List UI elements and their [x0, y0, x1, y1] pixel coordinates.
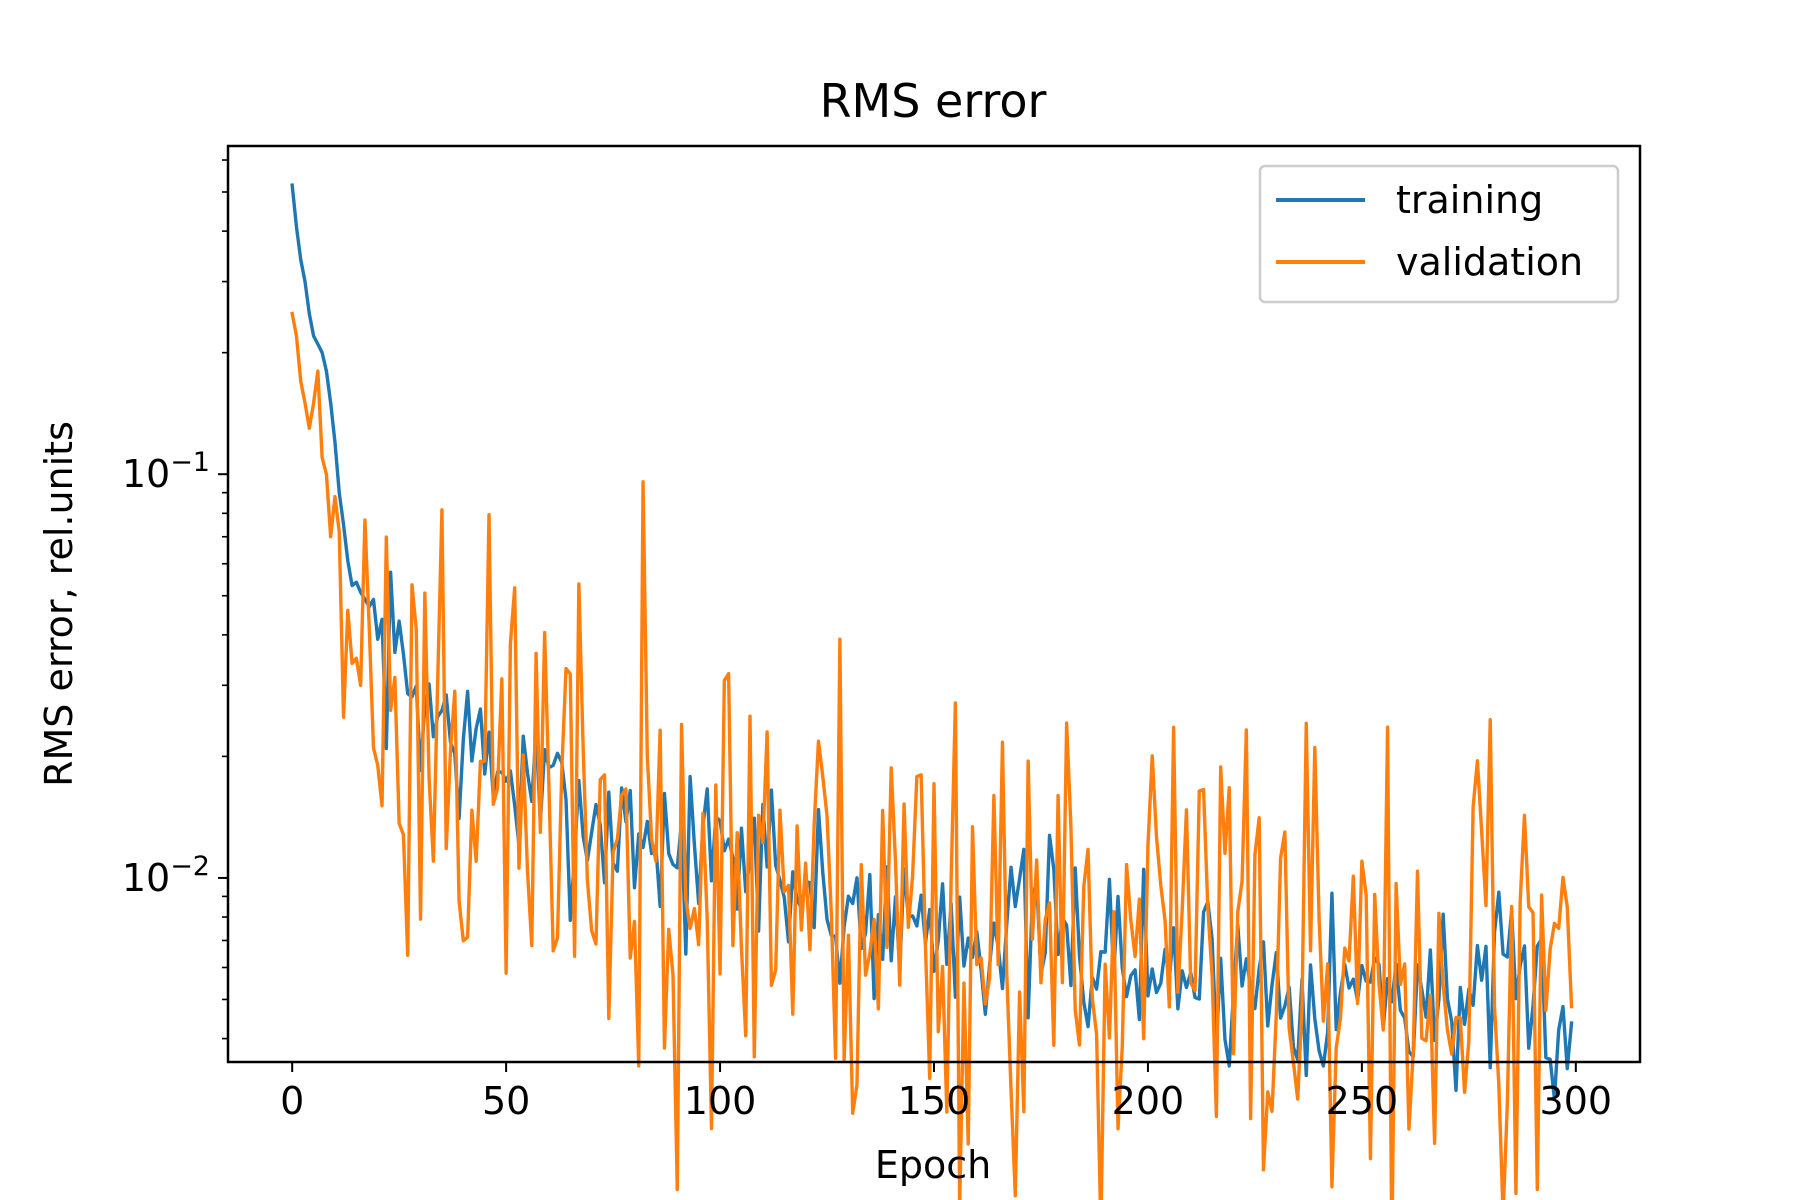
x-tick-label: 50: [482, 1079, 530, 1123]
x-axis-label: Epoch: [875, 1143, 991, 1187]
x-axis-ticks: 0 50 100 150 200 250 300: [280, 1062, 1612, 1123]
x-tick-label: 0: [280, 1079, 304, 1123]
legend-label-training: training: [1396, 178, 1543, 222]
x-tick-label: 200: [1112, 1079, 1185, 1123]
legend-label-validation: validation: [1396, 240, 1583, 284]
series-line-validation: [290, 311, 1574, 1200]
x-tick-label: 150: [898, 1079, 971, 1123]
series-layer: [290, 183, 1574, 1200]
x-tick-label: 250: [1326, 1079, 1399, 1123]
y-axis-label: RMS error, rel.units: [37, 421, 81, 787]
chart-title: RMS error: [820, 74, 1047, 128]
x-tick-label: 300: [1540, 1079, 1613, 1123]
x-tick-label: 100: [684, 1079, 757, 1123]
legend: training validation: [1258, 164, 1620, 304]
